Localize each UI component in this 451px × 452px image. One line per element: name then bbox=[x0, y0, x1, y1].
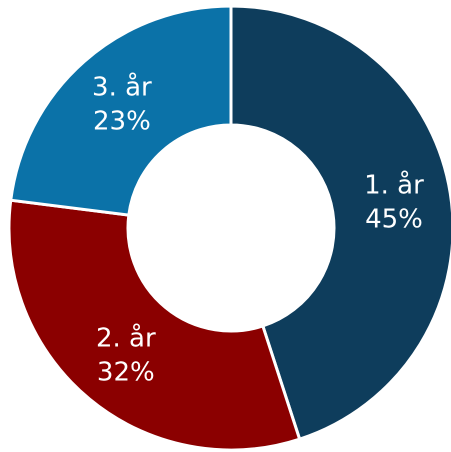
slice-category-label: 2. år bbox=[96, 323, 156, 354]
donut-slice bbox=[9, 4, 233, 217]
donut-slice bbox=[229, 4, 451, 442]
donut-slice bbox=[7, 198, 302, 452]
slice-value-label: 45% bbox=[365, 205, 423, 235]
slice-value-label: 32% bbox=[97, 358, 155, 388]
slice-category-label: 1. år bbox=[364, 170, 424, 201]
slice-category-label: 3. år bbox=[92, 72, 152, 103]
slice-value-label: 23% bbox=[93, 107, 151, 137]
